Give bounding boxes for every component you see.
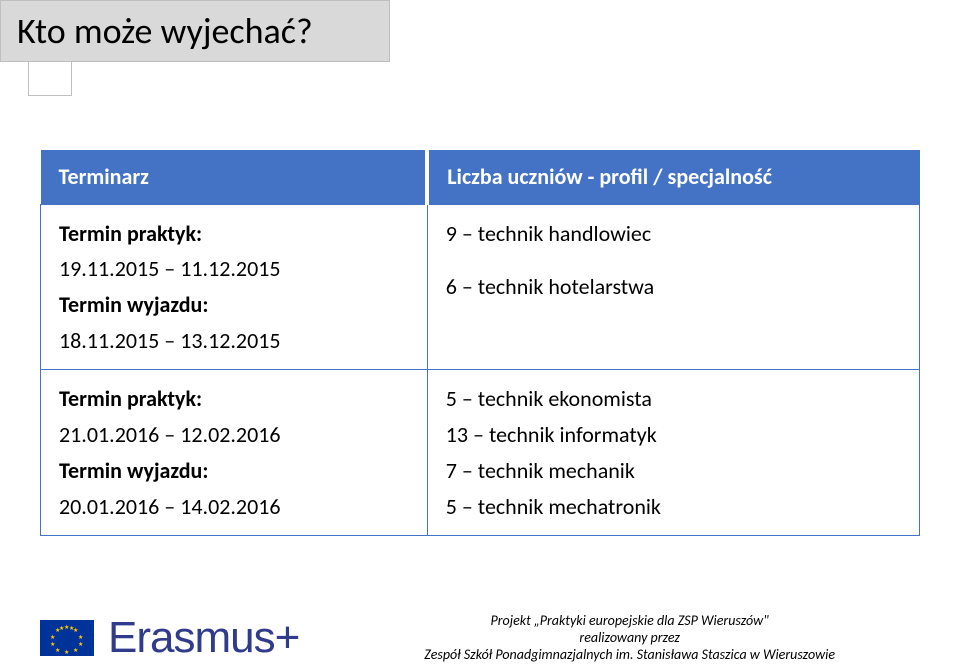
table-row: Termin praktyk: 19.11.2015 – 11.12.2015 … — [41, 204, 920, 370]
cell-left-0: Termin praktyk: 19.11.2015 – 11.12.2015 … — [41, 204, 428, 370]
label: Termin praktyk: — [59, 219, 409, 249]
footer-line: Projekt „Praktyki europejskie dla ZSP Wi… — [339, 612, 920, 629]
footer-text: Projekt „Praktyki europejskie dla ZSP Wi… — [299, 612, 920, 663]
date-range: 20.01.2016 – 14.02.2016 — [59, 492, 409, 522]
slide-title: Kto może wyjechać? — [17, 9, 313, 53]
spec-line: 7 – technik mechanik — [446, 456, 901, 486]
header-left: Terminarz — [41, 150, 428, 204]
table-header-row: Terminarz Liczba uczniów - profil / spec… — [41, 150, 920, 204]
erasmus-wordmark: Erasmus+ — [108, 613, 299, 663]
spec-line: 6 – technik hotelarstwa — [446, 272, 901, 302]
footer: ★ ★ ★ ★ ★ ★ ★ ★ ★ ★ ★ ★ Erasmus+ Projekt… — [40, 612, 920, 663]
cell-left-1: Termin praktyk: 21.01.2016 – 12.02.2016 … — [41, 370, 428, 536]
date-range: 21.01.2016 – 12.02.2016 — [59, 420, 409, 450]
table-row: Termin praktyk: 21.01.2016 – 12.02.2016 … — [41, 370, 920, 536]
header-right: Liczba uczniów - profil / specjalność — [427, 150, 919, 204]
date-range: 18.11.2015 – 13.12.2015 — [59, 326, 409, 356]
footer-line: Zespół Szkół Ponadgimnazjalnych im. Stan… — [339, 646, 920, 663]
cell-right-0: 9 – technik handlowiec 6 – technik hotel… — [427, 204, 919, 370]
erasmus-logo-block: ★ ★ ★ ★ ★ ★ ★ ★ ★ ★ ★ ★ Erasmus+ — [40, 613, 299, 663]
label: Termin wyjazdu: — [59, 456, 409, 486]
spec-line: 9 – technik handlowiec — [446, 219, 901, 249]
eu-flag-icon: ★ ★ ★ ★ ★ ★ ★ ★ ★ ★ ★ ★ — [40, 620, 94, 656]
label: Termin praktyk: — [59, 384, 409, 414]
date-range: 19.11.2015 – 11.12.2015 — [59, 254, 409, 284]
label: Termin wyjazdu: — [59, 290, 409, 320]
footer-line: realizowany przez — [339, 629, 920, 646]
title-notch — [28, 62, 72, 96]
slide-title-bar: Kto może wyjechać? — [0, 0, 390, 62]
schedule-table: Terminarz Liczba uczniów - profil / spec… — [40, 150, 920, 536]
cell-right-1: 5 – technik ekonomista 13 – technik info… — [427, 370, 919, 536]
spec-line: 5 – technik ekonomista — [446, 384, 901, 414]
spec-line: 5 – technik mechatronik — [446, 492, 901, 522]
spec-line: 13 – technik informatyk — [446, 420, 901, 450]
